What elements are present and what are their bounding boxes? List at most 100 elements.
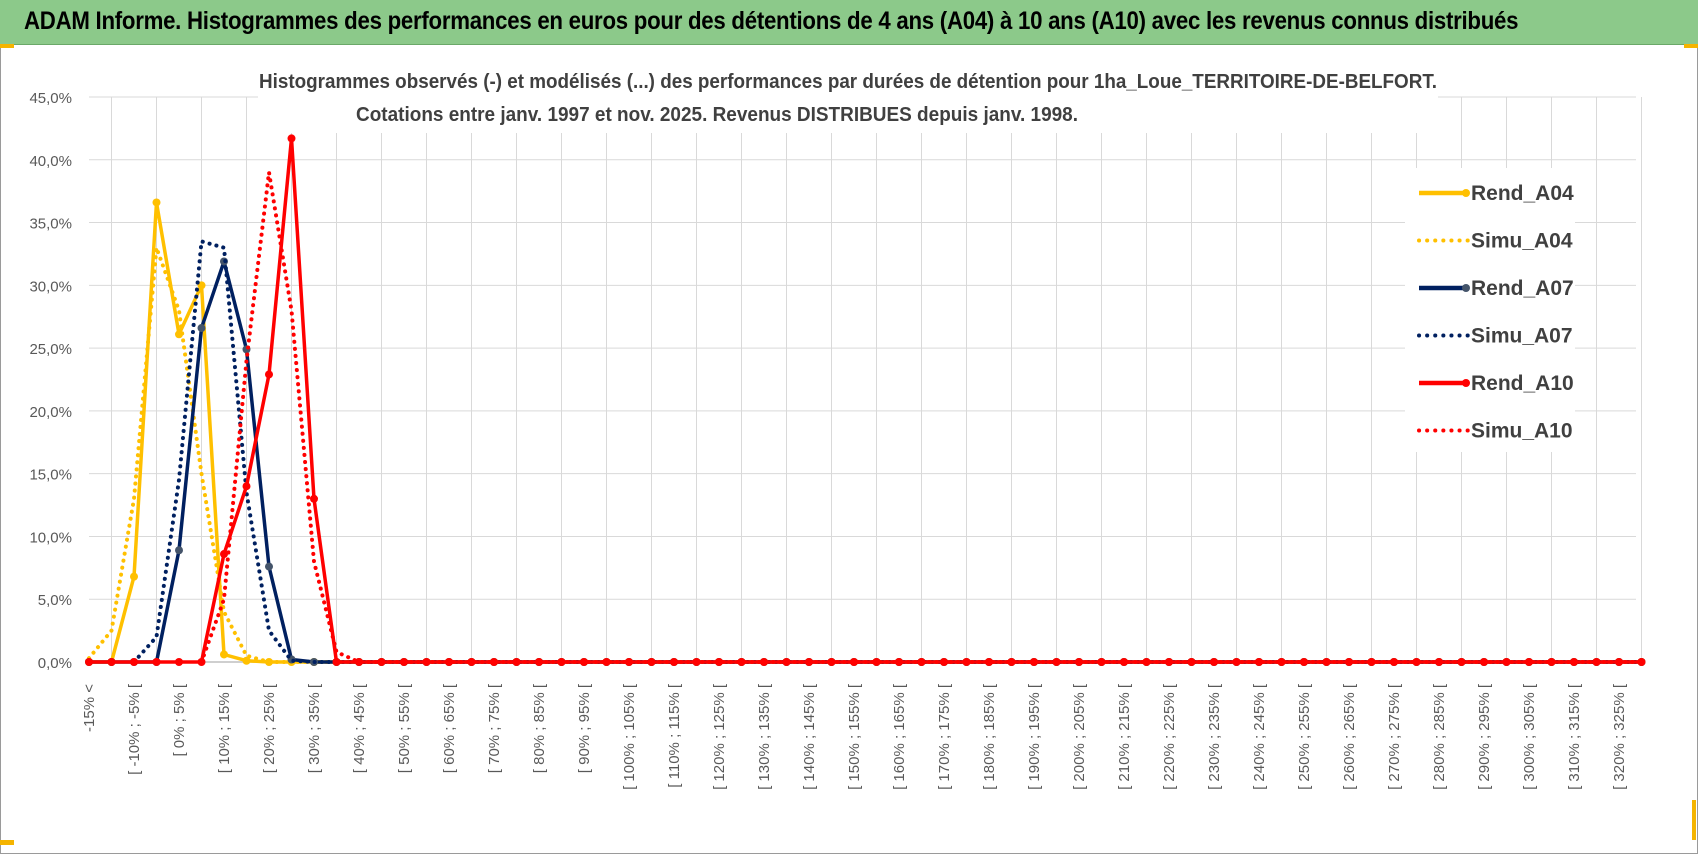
- y-tick-label: 0,0%: [38, 655, 72, 672]
- legend-label: Rend_A10: [1471, 372, 1574, 395]
- data-point-Rend_A10: [467, 658, 476, 666]
- x-tick-label: [ 160% ; 165% [: [891, 683, 908, 790]
- x-tick-label: [ 220% ; 225% [: [1161, 683, 1178, 790]
- x-tick-label: [ 140% ; 145% [: [801, 683, 818, 790]
- data-point-Rend_A10: [872, 658, 881, 666]
- legend-item: Rend_A04: [1419, 182, 1574, 205]
- series: [85, 134, 1646, 666]
- legend-background: [1405, 168, 1575, 452]
- x-tick-label: [ 290% ; 295% [: [1476, 683, 1493, 790]
- data-point-Rend_A10: [1502, 658, 1511, 666]
- data-point-Rend_A10: [1255, 658, 1263, 666]
- data-point-Rend_A04: [220, 650, 228, 659]
- y-tick-label: 20,0%: [29, 404, 72, 421]
- data-point-Rend_A10: [310, 494, 318, 503]
- x-tick-label: [ 200% ; 205% [: [1071, 683, 1088, 790]
- data-point-Rend_A07: [175, 546, 183, 555]
- data-point-Rend_A10: [850, 658, 858, 666]
- x-tick-label: [ 230% ; 235% [: [1206, 683, 1223, 790]
- legend-label: Simu_A10: [1471, 420, 1573, 443]
- data-point-Rend_A10: [220, 550, 228, 559]
- x-tick-label: [ 170% ; 175% [: [936, 683, 953, 790]
- x-tick-label: [ 20% ; 25% [: [261, 683, 278, 773]
- x-tick-label: [ 310% ; 315% [: [1566, 683, 1583, 790]
- data-point-Rend_A10: [490, 658, 498, 666]
- legend-marker: [1462, 189, 1470, 197]
- legend: Rend_A04 Simu_A04 Rend_A07 Simu_A07 Rend_A10…: [1405, 168, 1575, 452]
- y-tick-label: 25,0%: [29, 341, 72, 358]
- x-tick-label: [ 100% ; 105% [: [621, 683, 638, 790]
- data-point-Rend_A10: [737, 658, 746, 666]
- x-tick-label: [ 60% ; 65% [: [441, 683, 458, 773]
- data-point-Rend_A04: [130, 572, 138, 581]
- legend-item: Simu_A10: [1417, 420, 1573, 443]
- banner-title: ADAM Informe. Histogrammes des performan…: [24, 7, 1519, 35]
- data-point-Rend_A07: [197, 324, 206, 333]
- x-tick-label: [ 180% ; 185% [: [981, 683, 998, 790]
- x-tick-label: [ 70% ; 75% [: [486, 683, 503, 773]
- x-tick-label: [ 150% ; 155% [: [846, 683, 863, 790]
- legend-marker: [1462, 379, 1470, 387]
- legend-item: Rend_A10: [1419, 372, 1574, 395]
- data-point-Rend_A10: [332, 658, 341, 666]
- legend-marker: [1462, 284, 1470, 292]
- title-background: [258, 65, 1438, 133]
- corner-mark-bottom-left: [0, 840, 14, 845]
- title-banner: ADAM Informe. Histogrammes des performan…: [0, 0, 1698, 45]
- data-point-Rend_A10: [85, 658, 93, 666]
- x-tick-label: [ 270% ; 275% [: [1386, 683, 1403, 790]
- chart-title: Histogrammes observés (-) et modélisés (…: [259, 71, 1437, 93]
- x-tick-label: [ 50% ; 55% [: [396, 683, 413, 773]
- chart-title-block: Histogrammes observés (-) et modélisés (…: [258, 65, 1438, 133]
- data-point-Rend_A10: [1412, 658, 1421, 666]
- data-point-Rend_A10: [625, 658, 633, 666]
- data-point-Rend_A10: [580, 658, 588, 666]
- data-point-Rend_A07: [265, 562, 273, 571]
- grid-lines: [89, 96, 1642, 662]
- data-point-Rend_A10: [715, 658, 723, 666]
- legend-item: Rend_A07: [1419, 277, 1574, 300]
- x-tick-label: [ 10% ; 15% [: [216, 683, 233, 773]
- data-point-Rend_A10: [242, 482, 251, 491]
- y-tick-label: 15,0%: [29, 467, 72, 484]
- legend-label: Simu_A07: [1471, 325, 1573, 348]
- y-tick-label: 35,0%: [29, 216, 72, 233]
- data-point-Rend_A10: [602, 658, 611, 666]
- y-tick-label: 45,0%: [29, 90, 72, 107]
- data-point-Rend_A10: [130, 658, 138, 666]
- x-tick-label: [ 250% ; 255% [: [1296, 683, 1313, 790]
- x-tick-label: [ 110% ; 115% [: [666, 683, 683, 788]
- x-tick-label: [ 0% ; 5% [: [171, 683, 188, 756]
- chart-subtitle: Cotations entre janv. 1997 et nov. 2025.…: [356, 104, 1078, 126]
- x-tick-label: [ 240% ; 245% [: [1251, 683, 1268, 790]
- corner-mark-top-right: [1684, 44, 1698, 48]
- data-point-Rend_A04: [197, 281, 206, 290]
- data-point-Rend_A10: [175, 658, 183, 666]
- legend-item: Simu_A07: [1417, 325, 1573, 348]
- legend-label: Simu_A04: [1471, 230, 1573, 253]
- y-tick-label: 40,0%: [29, 153, 72, 170]
- axes: 0,0% 5,0% 10,0% 15,0% 20,0% 25,0% 30,0% 35,0% 40…: [29, 90, 1636, 790]
- legend-label: Rend_A07: [1471, 277, 1574, 300]
- x-tick-label: [ 80% ; 85% [: [531, 683, 548, 773]
- data-point-Rend_A10: [1525, 658, 1533, 666]
- x-tick-label: [ 300% ; 305% [: [1521, 683, 1538, 790]
- x-tick-label: [ 130% ; 135% [: [756, 683, 773, 790]
- x-tick-label: [ 280% ; 285% [: [1431, 683, 1448, 790]
- x-tick-label: [ -10% ; -5% [: [126, 683, 143, 775]
- corner-mark-bottom-right: [1692, 800, 1696, 840]
- data-point-Rend_A10: [355, 658, 363, 666]
- x-tick-label: [ 260% ; 265% [: [1341, 683, 1358, 790]
- data-point-Rend_A04: [242, 656, 251, 665]
- data-point-Rend_A10: [107, 658, 116, 666]
- legend-item: Simu_A04: [1417, 230, 1573, 253]
- x-tick-label: -15% <: [81, 684, 98, 732]
- data-point-Rend_A10: [445, 658, 453, 666]
- x-tick-label: [ 190% ; 195% [: [1026, 683, 1043, 790]
- x-tick-label: [ 30% ; 35% [: [306, 683, 323, 773]
- data-point-Rend_A10: [1547, 658, 1556, 666]
- series-line-Simu_A10: [199, 170, 1644, 664]
- data-point-Rend_A04: [152, 198, 161, 207]
- data-point-Rend_A10: [152, 658, 161, 666]
